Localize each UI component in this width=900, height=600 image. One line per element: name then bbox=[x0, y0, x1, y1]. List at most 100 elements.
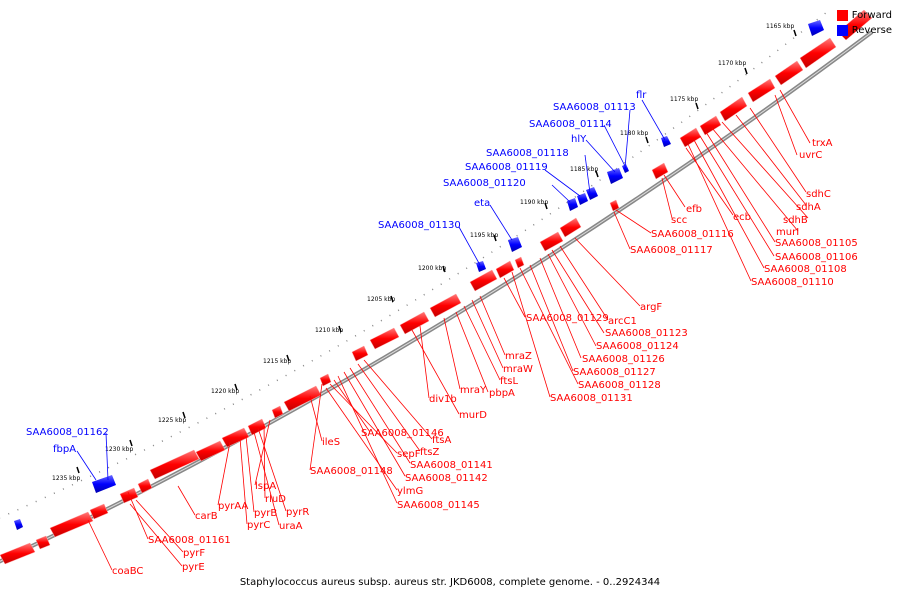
label-pyrE: pyrE bbox=[182, 562, 205, 573]
label-SAA6008_01146: SAA6008_01146 bbox=[361, 428, 444, 439]
label-sdhB: sdhB bbox=[783, 215, 808, 226]
forward-swatch bbox=[836, 10, 848, 21]
label-uraA: uraA bbox=[279, 521, 303, 532]
label-SAA6008_01116: SAA6008_01116 bbox=[651, 229, 734, 240]
legend: Forward Reverse bbox=[836, 8, 892, 38]
svg-text:1180 kbp: 1180 kbp bbox=[620, 130, 648, 137]
tick-1185: 1185 kbp bbox=[570, 166, 599, 178]
tick-1235: 1235 kbp bbox=[52, 466, 80, 482]
label-hlY: hlY bbox=[571, 134, 587, 145]
label-sdhA: sdhA bbox=[796, 202, 821, 213]
label-pyrC: pyrC bbox=[247, 520, 270, 531]
label-SAA6008_01118: SAA6008_01118 bbox=[486, 148, 569, 159]
label-SAA6008_01161: SAA6008_01161 bbox=[148, 535, 231, 546]
label-fbpA: fbpA bbox=[53, 444, 76, 455]
label-div1b: div1b bbox=[429, 394, 457, 405]
tick-1220: 1220 kbp bbox=[211, 383, 239, 395]
outer-dotted-track bbox=[0, 7, 833, 519]
tick-1205: 1205 kbp bbox=[367, 295, 395, 303]
label-ecb: ecb bbox=[733, 212, 751, 223]
label-SAA6008_01142: SAA6008_01142 bbox=[405, 473, 488, 484]
label-uvrC: uvrC bbox=[799, 150, 822, 161]
kbp-ticks: 1165 kbp 1170 kbp 1175 kbp 1180 kbp 1185… bbox=[52, 23, 797, 482]
svg-text:1170 kbp: 1170 kbp bbox=[718, 60, 746, 67]
label-ylmG: ylmG bbox=[397, 486, 423, 497]
reverse-swatch bbox=[836, 25, 848, 36]
label-carB: carB bbox=[195, 511, 218, 522]
svg-text:1235 kbp: 1235 kbp bbox=[52, 475, 80, 482]
svg-text:1215 kbp: 1215 kbp bbox=[263, 358, 291, 365]
svg-text:1220 kbp: 1220 kbp bbox=[211, 388, 239, 395]
svg-text:1185 kbp: 1185 kbp bbox=[570, 166, 598, 173]
label-sdhC: sdhC bbox=[806, 189, 831, 200]
svg-text:1210 kbp: 1210 kbp bbox=[315, 327, 343, 334]
label-SAA6008_01113: SAA6008_01113 bbox=[553, 102, 636, 113]
label-SAA6008_01106: SAA6008_01106 bbox=[775, 252, 858, 263]
label-pbpA: pbpA bbox=[489, 388, 515, 399]
label-SAA6008_01114: SAA6008_01114 bbox=[529, 119, 612, 130]
svg-text:1230 kbp: 1230 kbp bbox=[105, 446, 133, 453]
label-murD: murD bbox=[459, 410, 487, 421]
genome-backbone bbox=[0, 30, 874, 564]
legend-label-forward: Forward bbox=[851, 10, 892, 21]
tick-1180: 1180 kbp bbox=[620, 130, 649, 144]
tick-1170: 1170 kbp bbox=[718, 60, 748, 75]
label-SAA6008_01120: SAA6008_01120 bbox=[443, 178, 526, 189]
label-SAA6008_01117: SAA6008_01117 bbox=[630, 245, 713, 256]
svg-text:1165 kbp: 1165 kbp bbox=[766, 23, 794, 30]
label-coaBC: coaBC bbox=[112, 566, 143, 577]
svg-text:1175 kbp: 1175 kbp bbox=[670, 96, 698, 103]
label-pyrR: pyrR bbox=[286, 507, 309, 518]
label-pyrF: pyrF bbox=[183, 548, 205, 559]
label-rluD: rluD bbox=[265, 494, 286, 505]
reverse-labels: flr SAA6008_01113 SAA6008_01114 hlY SAA6… bbox=[26, 90, 647, 455]
tick-1210: 1210 kbp bbox=[315, 325, 343, 334]
label-mraZ: mraZ bbox=[505, 351, 532, 362]
tick-1195: 1195 kbp bbox=[470, 232, 498, 242]
reverse-features bbox=[14, 20, 824, 530]
label-sepF: sepF bbox=[397, 449, 421, 460]
label-SAA6008_01127: SAA6008_01127 bbox=[573, 367, 656, 378]
tick-1225: 1225 kbp bbox=[158, 411, 186, 424]
tick-1175: 1175 kbp bbox=[670, 96, 699, 110]
label-SAA6008_01130: SAA6008_01130 bbox=[378, 220, 461, 231]
label-ileS: ileS bbox=[322, 437, 340, 448]
label-SAA6008_01145: SAA6008_01145 bbox=[397, 500, 480, 511]
svg-text:1225 kbp: 1225 kbp bbox=[158, 417, 186, 424]
label-SAA6008_01108: SAA6008_01108 bbox=[764, 264, 847, 275]
map-caption: Staphylococcus aureus subsp. aureus str.… bbox=[239, 577, 661, 588]
label-SAA6008_01124: SAA6008_01124 bbox=[596, 341, 679, 352]
legend-item-forward: Forward bbox=[836, 8, 892, 23]
label-mraW: mraW bbox=[503, 364, 533, 375]
leader-lines bbox=[76, 89, 811, 571]
label-scc: scc bbox=[671, 215, 687, 226]
label-SAA6008_01148: SAA6008_01148 bbox=[310, 466, 393, 477]
label-arcC1: arcC1 bbox=[608, 316, 637, 327]
label-SAA6008_01126: SAA6008_01126 bbox=[582, 354, 665, 365]
svg-text:1200 kbp: 1200 kbp bbox=[418, 265, 446, 272]
tick-1190: 1190 kbp bbox=[520, 199, 548, 210]
svg-text:1195 kbp: 1195 kbp bbox=[470, 232, 498, 239]
tick-1165: 1165 kbp bbox=[766, 23, 797, 37]
label-SAA6008_01119: SAA6008_01119 bbox=[465, 162, 548, 173]
label-pyrAA: pyrAA bbox=[218, 501, 248, 512]
label-SAA6008_01110: SAA6008_01110 bbox=[751, 277, 834, 288]
label-pyrB: pyrB bbox=[254, 508, 277, 519]
label-ftsZ: ftsZ bbox=[420, 447, 439, 458]
legend-label-reverse: Reverse bbox=[851, 25, 892, 36]
tick-1215: 1215 kbp bbox=[263, 354, 291, 365]
label-ftsL: ftsL bbox=[500, 376, 518, 387]
label-trxA: trxA bbox=[812, 138, 833, 149]
label-SAA6008_01131: SAA6008_01131 bbox=[550, 393, 633, 404]
label-SAA6008_01129: SAA6008_01129 bbox=[526, 313, 609, 324]
legend-item-reverse: Reverse bbox=[836, 23, 892, 38]
label-SAA6008_01105: SAA6008_01105 bbox=[775, 238, 858, 249]
label-murI: murI bbox=[776, 227, 799, 238]
tick-1230: 1230 kbp bbox=[105, 439, 133, 453]
label-ftsA: ftsA bbox=[432, 435, 451, 446]
label-flr: flr bbox=[636, 90, 647, 101]
svg-text:1190 kbp: 1190 kbp bbox=[520, 199, 548, 206]
tick-1200: 1200 kbp bbox=[418, 265, 446, 273]
label-mraY: mraY bbox=[460, 385, 487, 396]
